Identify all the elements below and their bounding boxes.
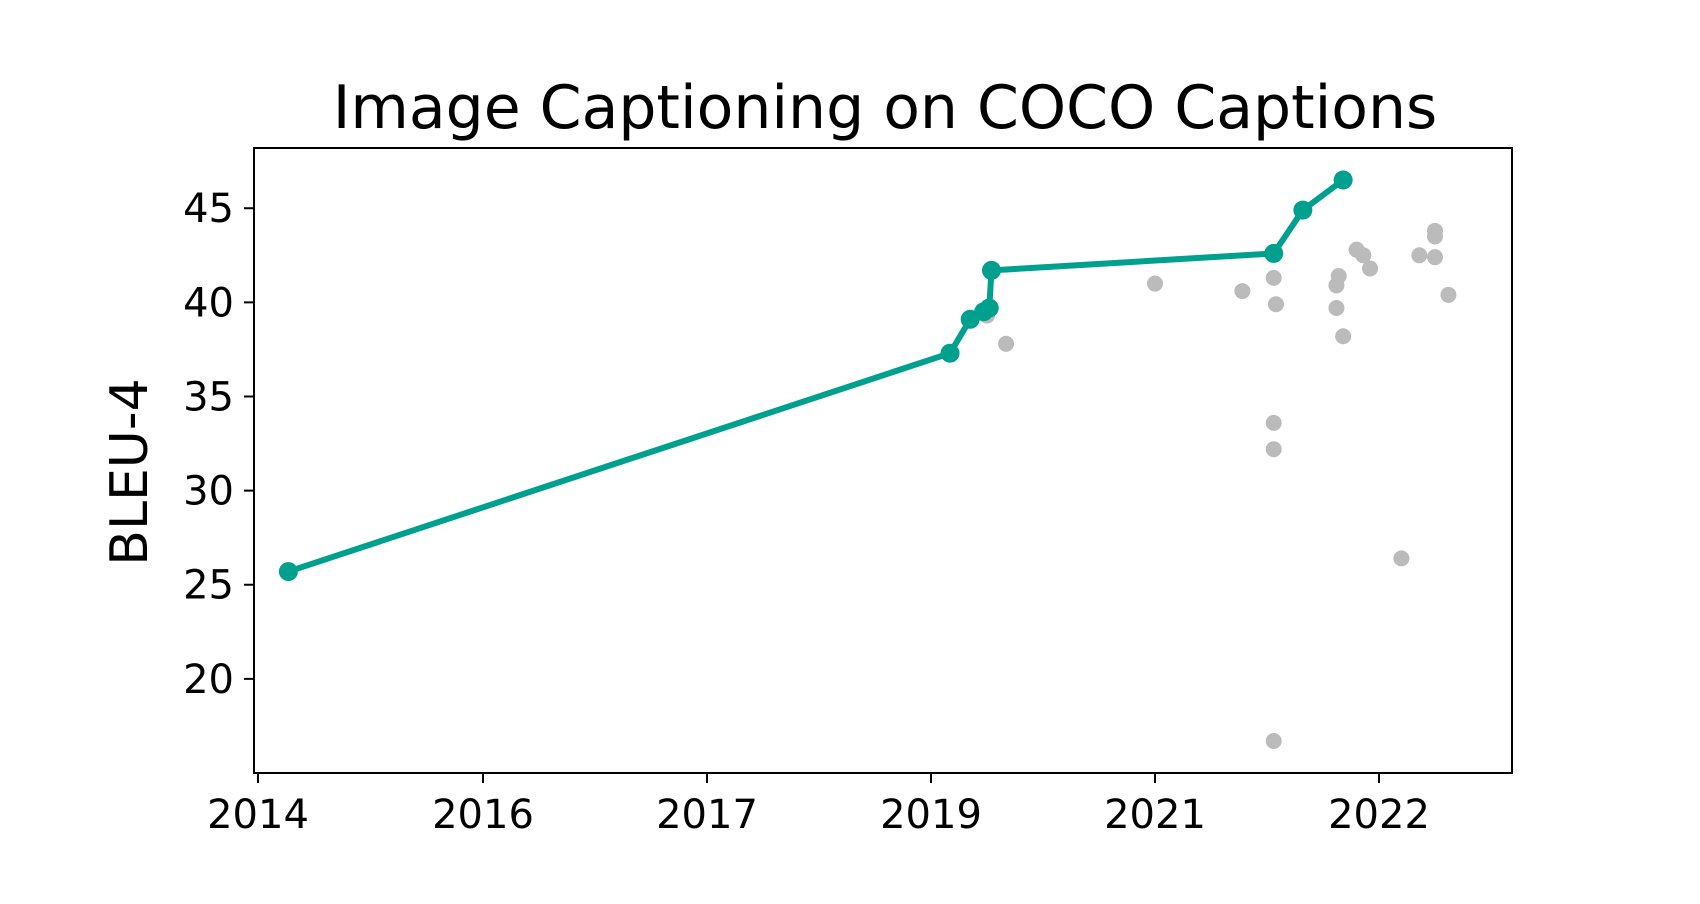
other-point bbox=[1147, 275, 1163, 292]
other-point bbox=[1362, 260, 1379, 277]
chart-title: Image Captioning on COCO Captions bbox=[333, 73, 1438, 143]
other-point bbox=[1393, 550, 1410, 567]
other-point bbox=[1440, 286, 1457, 303]
x-tick-label: 2021 bbox=[1104, 792, 1206, 838]
frontier-line bbox=[287, 177, 1345, 575]
frontier-point bbox=[981, 260, 1001, 280]
other-point bbox=[1355, 247, 1372, 264]
frontier-point bbox=[979, 298, 999, 318]
plot-frame bbox=[253, 147, 1513, 774]
other-point bbox=[998, 335, 1015, 352]
other-point bbox=[1427, 249, 1443, 266]
other-point bbox=[1328, 300, 1345, 317]
frontier-point bbox=[940, 343, 960, 363]
other-point bbox=[1265, 732, 1282, 749]
frontier-point bbox=[1293, 200, 1313, 220]
x-tick-label: 2017 bbox=[656, 792, 758, 838]
y-tick-label: 35 bbox=[183, 374, 234, 420]
x-tick-label: 2022 bbox=[1328, 792, 1430, 838]
plot-area: 20 25 30 35 40 45 2014 2016 2017 2019 2021 2022 bbox=[183, 147, 1513, 838]
other-point bbox=[1265, 414, 1282, 431]
other-point bbox=[1267, 296, 1284, 313]
y-tick-label: 45 bbox=[183, 186, 234, 232]
x-tick-label: 2016 bbox=[432, 792, 534, 838]
x-tick-label: 2014 bbox=[207, 792, 309, 838]
other-point bbox=[1265, 269, 1282, 286]
other-point bbox=[1330, 268, 1347, 285]
y-tick-label: 25 bbox=[183, 563, 234, 609]
y-tick-label: 20 bbox=[183, 657, 234, 703]
other-point bbox=[1234, 283, 1251, 300]
y-axis-label: BLEU-4 bbox=[100, 378, 160, 565]
y-tick-label: 30 bbox=[183, 469, 234, 515]
other-point bbox=[1265, 441, 1282, 458]
frontier-point bbox=[1264, 243, 1284, 263]
frontier-point bbox=[1333, 170, 1353, 190]
x-tick-label: 2019 bbox=[880, 792, 982, 838]
y-tick-label: 40 bbox=[183, 280, 234, 326]
other-point bbox=[1411, 247, 1428, 264]
other-point bbox=[1427, 222, 1443, 239]
other-point bbox=[1335, 328, 1352, 345]
frontier-point bbox=[278, 562, 298, 582]
